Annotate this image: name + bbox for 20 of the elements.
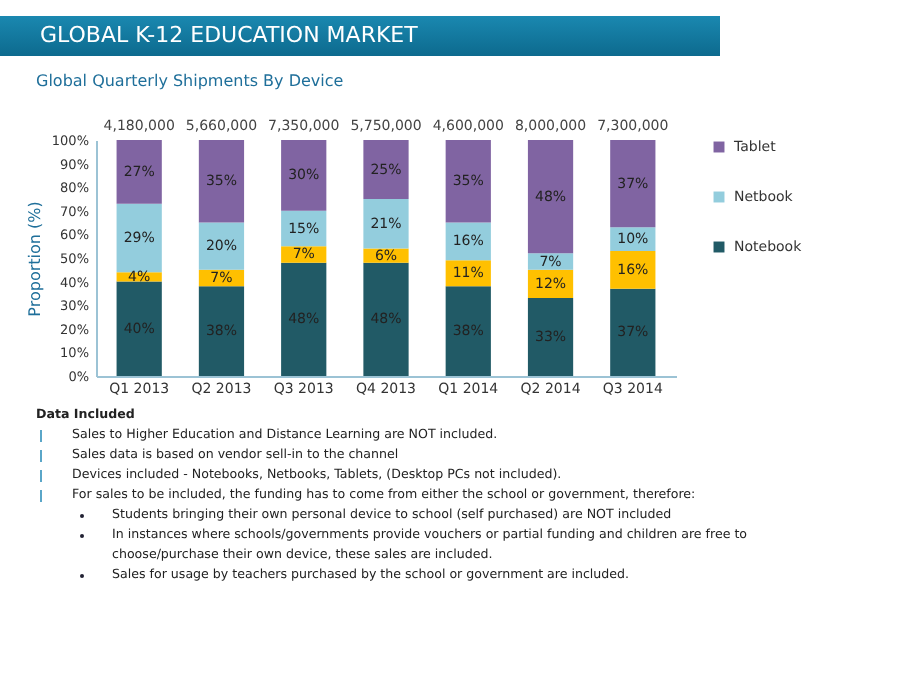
bar (445, 140, 491, 223)
bar (116, 281, 162, 376)
bar (363, 140, 409, 199)
bar (363, 262, 409, 376)
bar (363, 199, 409, 249)
bar (281, 262, 327, 376)
bar (445, 286, 491, 376)
chart-subtitle: Global Quarterly Shipments By Device (36, 72, 346, 90)
bar (198, 222, 245, 270)
bar (116, 140, 162, 204)
bar (198, 286, 245, 376)
bar (527, 140, 574, 254)
y-axis-title: Proportion (%) (25, 201, 44, 317)
bar (281, 140, 327, 211)
chart-title: GLOBAL K-12 EDUCATION MARKET (0, 16, 720, 56)
bar (527, 298, 574, 376)
bar (198, 140, 245, 223)
bar (610, 140, 656, 228)
bar (116, 203, 162, 273)
bar (610, 288, 656, 376)
